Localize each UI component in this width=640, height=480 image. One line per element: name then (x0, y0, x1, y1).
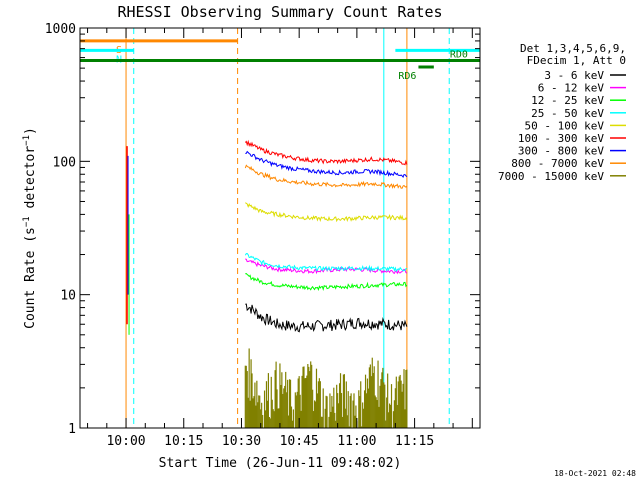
x-tick-label: 11:00 (337, 434, 376, 449)
legend-entry-label: 100 - 300 keV (518, 132, 604, 145)
series-line (244, 252, 408, 273)
y-tick-label: 1 (68, 422, 76, 437)
timestamp: 18-Oct-2021 02:48 (554, 469, 636, 478)
legend-entry-label: 25 - 50 keV (531, 107, 604, 120)
y-tick-label: 10 (60, 289, 76, 304)
y-tick-label: 100 (53, 155, 76, 170)
series-line (244, 164, 408, 189)
y-tick-label: 1000 (45, 22, 76, 37)
x-tick-label: 10:45 (280, 434, 319, 449)
legend: Det 1,3,4,5,6,9,FDecim 1, Att 0 3 - 6 keV… (498, 42, 626, 183)
series-line (244, 139, 408, 166)
legend-header: FDecim 1, Att 0 (527, 54, 626, 67)
series-line (245, 150, 408, 178)
y-axis-label: Count Rate (s−1 detector−1) (22, 127, 38, 329)
legend-entry-label: 3 - 6 keV (544, 69, 604, 82)
axes: 1 10 100 1000 10:00 10:15 10:30 10:45 11:00 11:15 (45, 22, 480, 449)
legend-entry-label: 12 - 25 keV (531, 94, 604, 107)
x-tick-label: 10:15 (164, 434, 203, 449)
legend-entry-label: 6 - 12 keV (538, 82, 605, 95)
series-line (245, 303, 408, 333)
legend-entry-label: 7000 - 15000 keV (498, 170, 604, 183)
legend-header: Det 1,3,4,5,6,9, (520, 42, 626, 55)
x-tick-label: 11:15 (395, 434, 434, 449)
legend-entry-label: 300 - 800 keV (518, 145, 604, 158)
legend-entry-label: 50 - 100 keV (525, 119, 605, 132)
flag-label: RD6 (398, 71, 416, 82)
chart-title: RHESSI Observing Summary Count Rates (117, 3, 442, 21)
plot-marks: SNRD6RD0 (79, 28, 480, 428)
x-tick-label: 10:30 (222, 434, 261, 449)
legend-entry-label: 800 - 7000 keV (511, 157, 604, 170)
x-tick-label: 10:00 (106, 434, 145, 449)
flag-label: RD0 (450, 50, 468, 61)
series-line (245, 202, 408, 223)
series-line (245, 273, 408, 292)
x-axis-label: Start Time (26-Jun-11 09:48:02) (159, 456, 402, 471)
